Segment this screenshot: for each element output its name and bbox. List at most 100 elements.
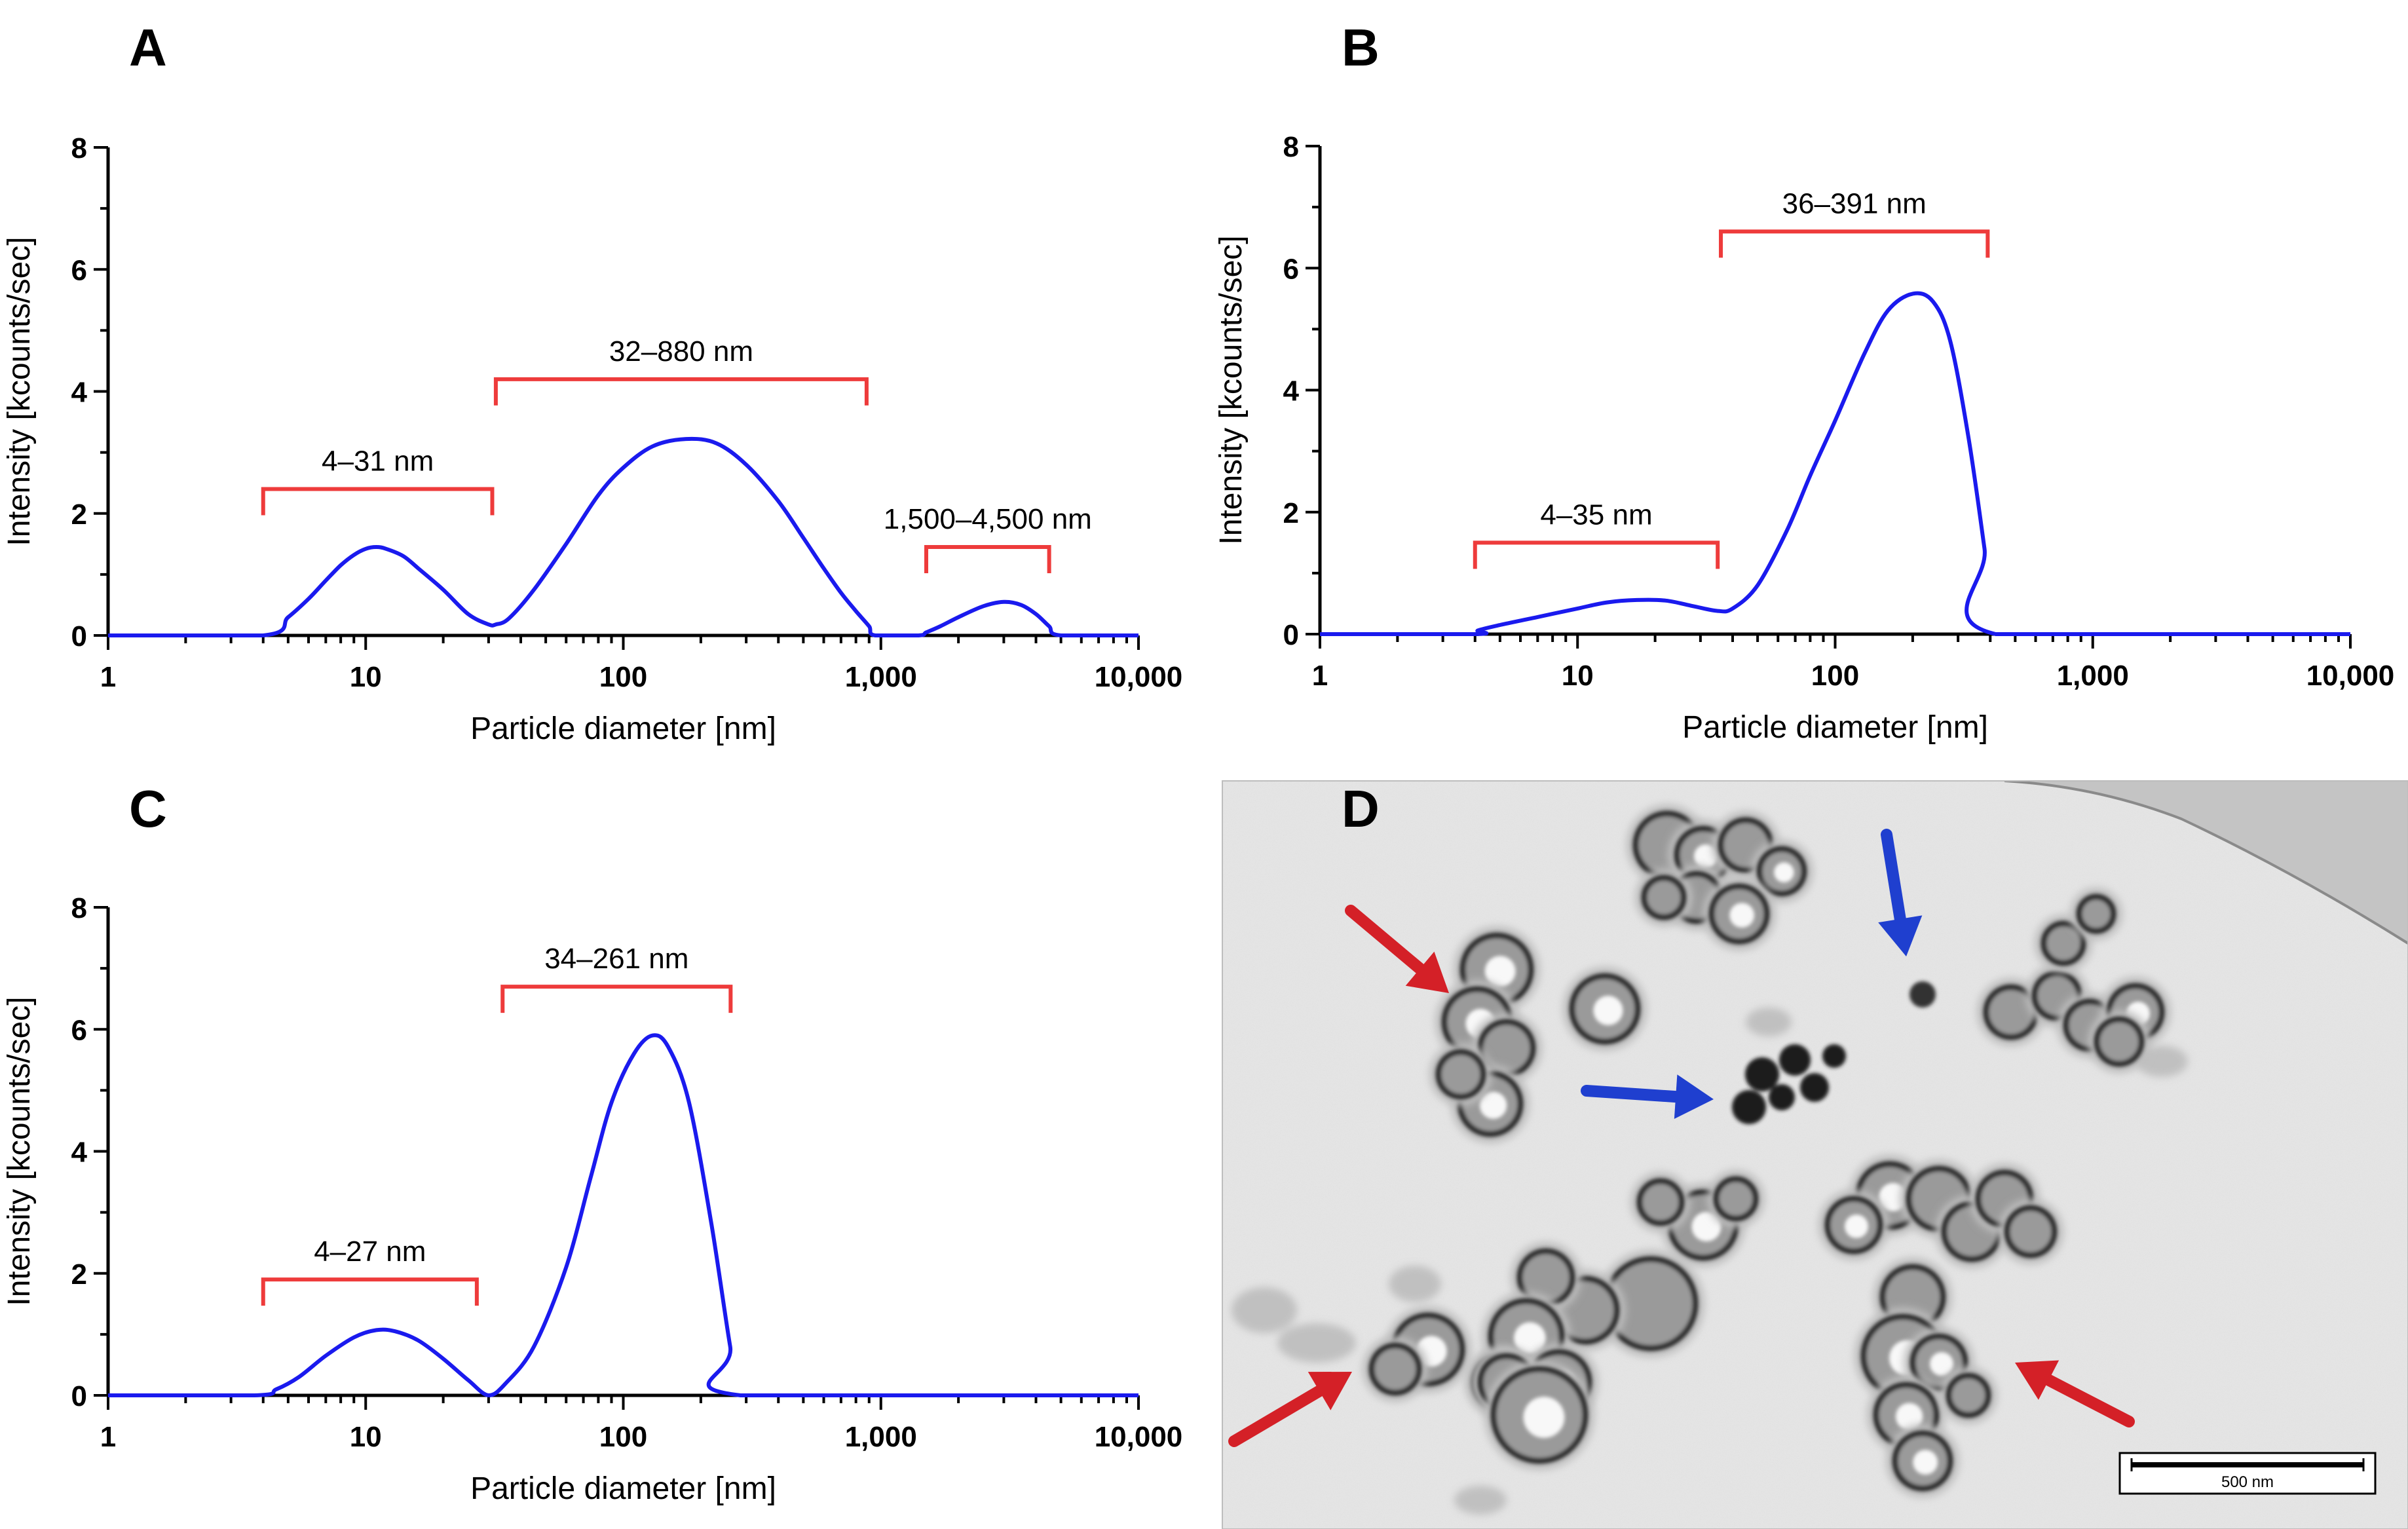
x-tick-label: 1,000: [845, 1421, 917, 1453]
arrows: [1228, 829, 2135, 1447]
range-label: 36–391 nm: [1782, 187, 1927, 219]
vesicle: [1636, 1178, 1685, 1226]
y-tick-label: 8: [71, 132, 87, 164]
vesicle: [2004, 1205, 2058, 1258]
vesicle-core: [1694, 844, 1718, 868]
x-axis-title: Particle diameter [nm]: [470, 711, 776, 746]
y-axis-title: Intensity [kcounts/sec]: [2, 996, 37, 1306]
scale-bar-label: 500 nm: [2221, 1473, 2274, 1491]
x-tick-label: 1: [100, 661, 116, 693]
arrow-shaft: [1881, 829, 1906, 925]
panel-b-letter: B: [1342, 18, 1380, 77]
vesicle: [1368, 1342, 1422, 1396]
arrow-shaft: [1228, 1385, 1326, 1447]
vesicle: [1946, 1372, 1991, 1418]
y-tick-label: 4: [71, 1137, 88, 1169]
nanoparticle-cluster: [1732, 981, 1936, 1124]
range-bracket: [261, 487, 495, 516]
x-tick-label: 10,000: [2306, 660, 2395, 692]
series-line: [108, 436, 1138, 638]
y-tick-label: 0: [1283, 619, 1299, 651]
vesicle-core: [1913, 1450, 1938, 1475]
panel-a-chart: A 1 10 100 1,000 10,000 0 2 4 6 8 Particle diamete…: [2, 18, 1182, 746]
micrograph-grain: [1222, 781, 2408, 1529]
x-tick-label: 10: [350, 661, 382, 693]
vesicle-core: [1691, 1212, 1721, 1241]
vesicle-core: [1593, 996, 1623, 1025]
vesicle: [1713, 1176, 1759, 1222]
y-axis-title: Intensity [kcounts/sec]: [2, 236, 37, 546]
vesicle: [2041, 920, 2086, 966]
grid-membrane-edge: [2004, 781, 2408, 945]
y-tick-label: 8: [1283, 131, 1299, 163]
vesicle: [1641, 875, 1687, 920]
range-label: 4–27 nm: [314, 1236, 426, 1268]
vesicle-core: [1845, 1215, 1868, 1238]
x-tick-label: 100: [599, 661, 647, 693]
y-tick-label: 0: [71, 1380, 87, 1412]
y-tick-label: 0: [71, 620, 87, 652]
vesicle-core: [1729, 903, 1755, 928]
vesicle: [2076, 894, 2116, 934]
series-line: [1319, 291, 2350, 637]
range-bracket: [924, 544, 1051, 573]
arrow-head: [2015, 1360, 2060, 1400]
vesicle-core: [1514, 1322, 1546, 1354]
y-tick-label: 6: [71, 1014, 87, 1046]
vesicle: [2094, 1016, 2145, 1067]
panel-c-chart: C 1 10 100 1,000 10,000 0 2 4 6 8 Particle diamete…: [2, 780, 1182, 1506]
y-axis-title: Intensity [kcounts/sec]: [1214, 235, 1249, 544]
range-bracket: [1473, 540, 1720, 569]
x-axis-title: Particle diameter [nm]: [1682, 710, 1988, 745]
arrow-head: [1674, 1074, 1714, 1120]
y-tick-label: 6: [71, 254, 87, 286]
x-tick-label: 100: [1811, 660, 1859, 692]
panel-a-letter: A: [129, 18, 167, 77]
y-tick-label: 4: [71, 377, 88, 409]
panel-c-letter: C: [129, 780, 167, 838]
panel-b-chart: B 1 10 100 1,000 10,000 0 2 4 6 8 Particle diamete…: [1214, 18, 2394, 745]
arrow-shaft: [2042, 1374, 2135, 1427]
vesicle-core: [1484, 956, 1516, 987]
x-axis-title: Particle diameter [nm]: [470, 1471, 776, 1506]
x-tick-label: 1: [1312, 660, 1328, 692]
range-label: 4–35 nm: [1540, 499, 1652, 531]
panel-d-micrograph: 500 nm: [1222, 781, 2408, 1529]
x-tick-label: 10: [350, 1421, 382, 1453]
x-tick-label: 10: [1562, 660, 1594, 692]
series-line: [108, 1033, 1138, 1398]
range-label: 32–880 nm: [609, 335, 753, 368]
range-label: 34–261 nm: [544, 943, 688, 975]
y-tick-label: 8: [71, 892, 87, 924]
vesicle-core: [1523, 1397, 1565, 1438]
y-tick-label: 2: [1283, 497, 1299, 529]
y-tick-label: 4: [1283, 375, 1300, 407]
vesicle: [1435, 1049, 1486, 1100]
grid-membrane: [2004, 781, 2408, 943]
range-bracket: [1719, 229, 1990, 258]
arrow-head: [1405, 951, 1449, 993]
arrow-shaft: [1581, 1085, 1682, 1103]
range-label: 4–31 nm: [322, 445, 434, 478]
scale-bar: 500 nm: [2118, 1452, 2377, 1495]
debris: [1232, 1008, 2188, 1515]
x-tick-label: 1,000: [2057, 660, 2129, 692]
x-tick-label: 1,000: [845, 661, 917, 693]
vesicle-core: [1895, 1403, 1923, 1430]
panel-d-letter: D: [1342, 780, 1380, 838]
range-bracket: [493, 377, 869, 406]
range-label: 1,500–4,500 nm: [884, 503, 1092, 535]
vesicle-core: [1774, 862, 1794, 882]
arrow-shaft: [1345, 905, 1426, 975]
y-tick-label: 2: [71, 1258, 87, 1291]
x-tick-label: 1: [100, 1421, 116, 1453]
arrow-head: [1307, 1372, 1352, 1410]
vesicle-clusters: [1363, 804, 2171, 1498]
micrograph-frame: [1222, 780, 2408, 1529]
scale-bar-box: [2118, 1452, 2377, 1495]
x-tick-label: 100: [599, 1421, 647, 1453]
x-tick-label: 10,000: [1095, 661, 1183, 693]
x-tick-label: 10,000: [1095, 1421, 1183, 1453]
y-tick-label: 6: [1283, 253, 1299, 285]
